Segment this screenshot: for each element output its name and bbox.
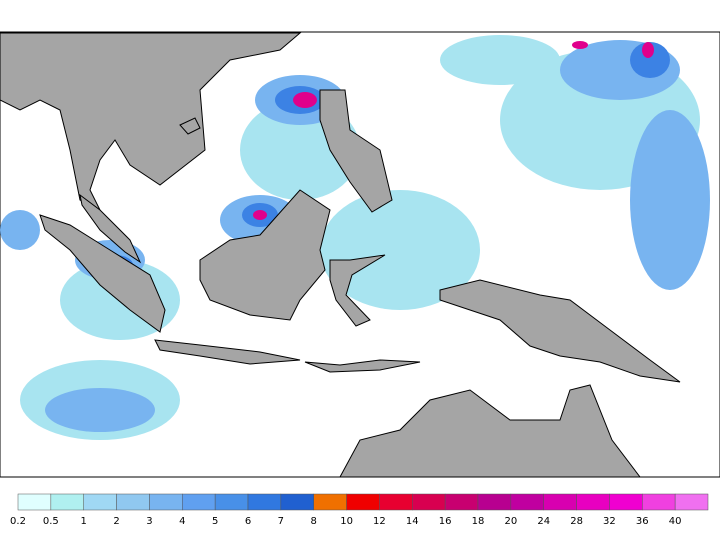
colorbar-label: 8	[311, 516, 317, 527]
colorbar-label: 3	[146, 516, 152, 527]
colorbar-swatch	[543, 493, 577, 511]
colorbar-swatch	[412, 493, 446, 511]
colorbar-swatch	[17, 493, 52, 511]
colorbar-swatch	[83, 493, 117, 511]
colorbar-label: 10	[340, 516, 353, 527]
colorbar-label: 12	[373, 516, 386, 527]
colorbar-swatch	[477, 493, 512, 511]
colorbar-swatch	[379, 493, 413, 511]
colorbar-label: 32	[603, 516, 616, 527]
colorbar-swatch	[642, 493, 676, 511]
map-frame	[0, 31, 720, 478]
colorbar-label: 5	[212, 516, 218, 527]
colorbar-label: 40	[669, 516, 682, 527]
colorbar-swatch	[116, 493, 150, 511]
colorbar-swatch	[674, 493, 709, 511]
colorbar-label: 16	[439, 516, 452, 527]
colorbar-label: 6	[245, 516, 251, 527]
colorbar-label: 36	[636, 516, 649, 527]
colorbar: 0.2 0.5 1 2 3 4 5 6 7 8 10 12 14 16 18 20 24 28 32 36 40	[10, 493, 709, 527]
colorbar-swatch	[510, 493, 544, 511]
colorbar-swatch	[50, 493, 84, 511]
colorbar-label: 24	[537, 516, 550, 527]
colorbar-swatch	[214, 493, 249, 511]
colorbar-label: 2	[113, 516, 119, 527]
colorbar-swatch	[149, 493, 183, 511]
colorbar-label: 20	[504, 516, 517, 527]
colorbar-label: 0.2	[10, 516, 26, 527]
colorbar-label: 28	[570, 516, 583, 527]
colorbar-swatch	[346, 493, 380, 511]
colorbar-swatch	[280, 493, 314, 511]
colorbar-swatch	[444, 493, 479, 511]
colorbar-swatch	[609, 493, 643, 511]
colorbar-label: 0.5	[43, 516, 59, 527]
colorbar-swatch	[576, 493, 610, 511]
colorbar-label: 18	[472, 516, 485, 527]
colorbar-label: 7	[278, 516, 284, 527]
land	[0, 32, 681, 478]
colorbar-swatch	[313, 493, 347, 511]
colorbar-label: 14	[406, 516, 419, 527]
colorbar-swatch	[247, 493, 282, 511]
colorbar-label: 4	[179, 516, 185, 527]
colorbar-label: 1	[81, 516, 87, 527]
colorbar-swatch	[182, 493, 216, 511]
